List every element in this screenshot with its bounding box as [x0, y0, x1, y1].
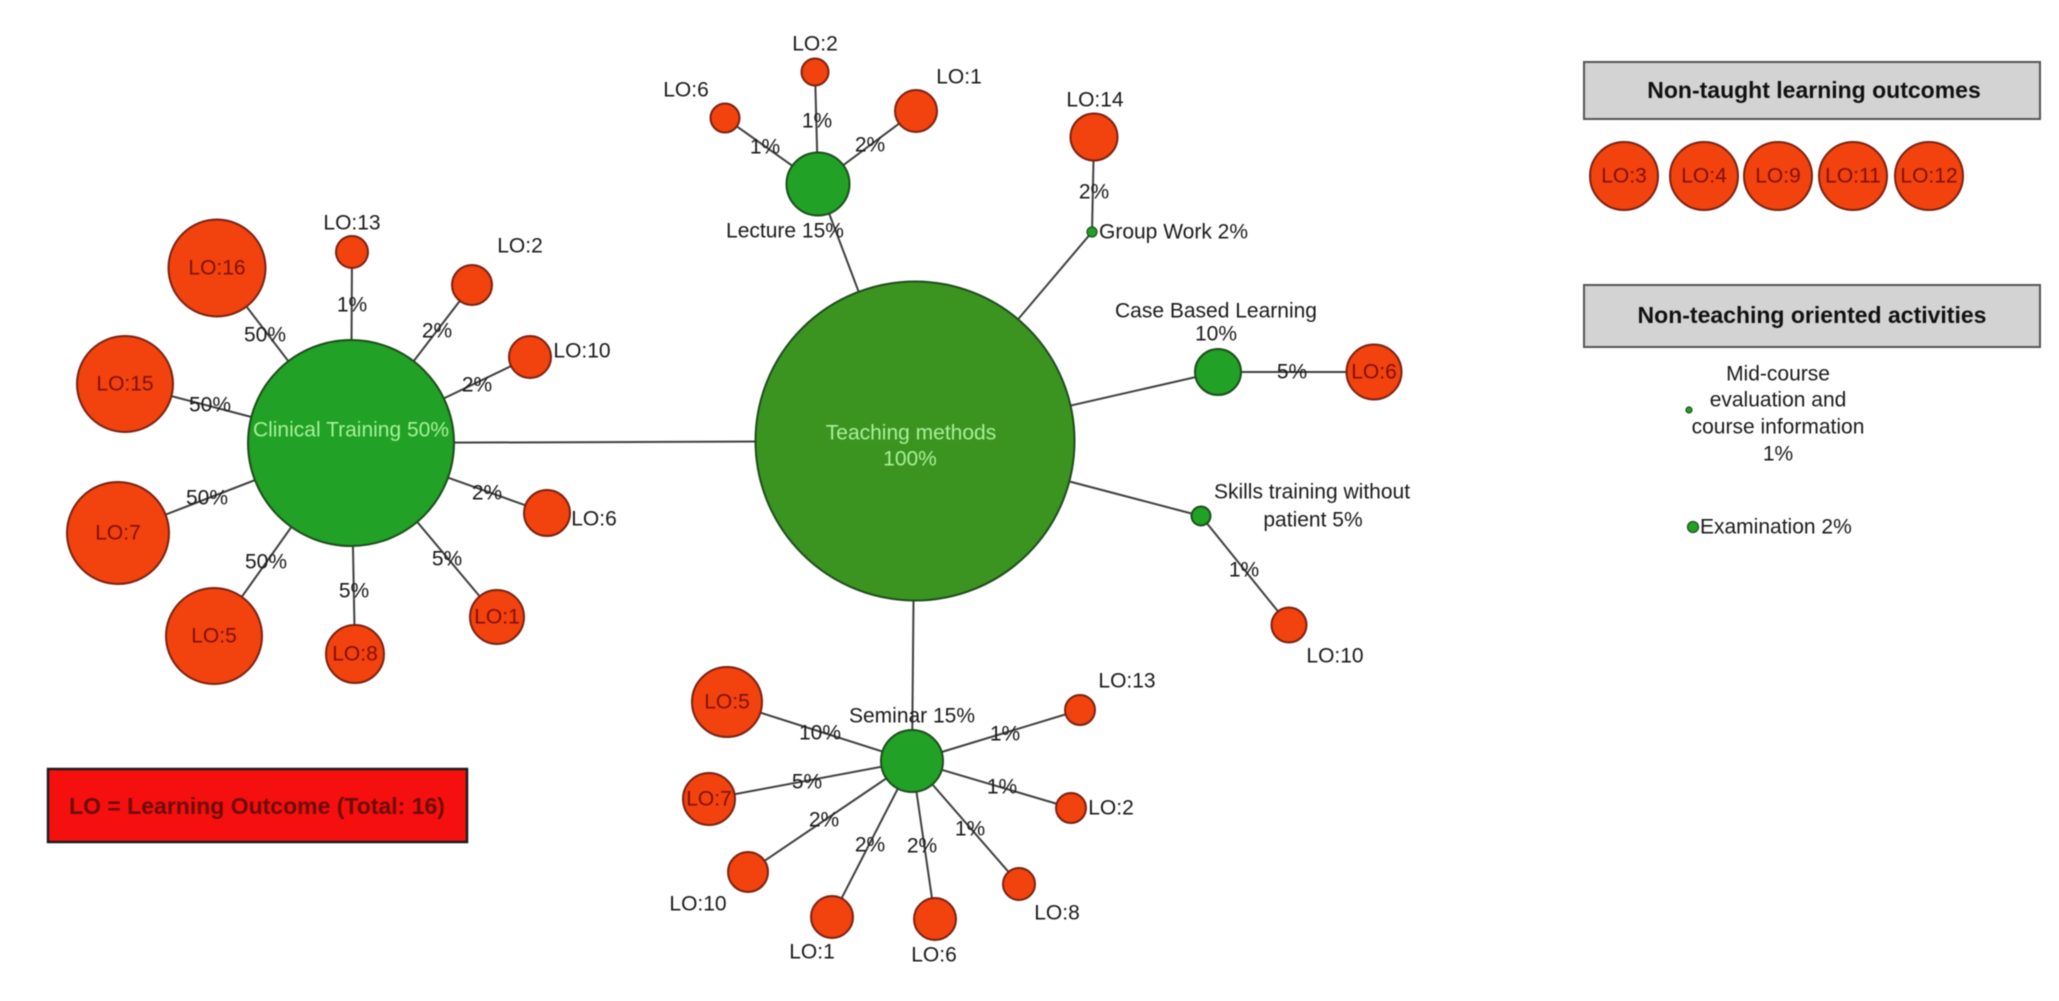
- svg-text:LO:4: LO:4: [1681, 165, 1727, 188]
- svg-text:LO:6: LO:6: [911, 944, 957, 967]
- svg-text:5%: 5%: [432, 548, 462, 571]
- svg-text:100%: 100%: [883, 448, 937, 471]
- svg-text:LO:5: LO:5: [704, 691, 750, 714]
- svg-text:LO:9: LO:9: [1755, 165, 1801, 188]
- svg-text:LO:5: LO:5: [191, 625, 237, 648]
- svg-text:1%: 1%: [802, 110, 832, 133]
- svg-text:50%: 50%: [186, 487, 228, 510]
- svg-text:5%: 5%: [339, 580, 369, 603]
- svg-text:LO:10: LO:10: [553, 340, 610, 363]
- svg-text:evaluation and: evaluation and: [1710, 389, 1847, 412]
- svg-text:Group Work 2%: Group Work 2%: [1099, 221, 1248, 244]
- svg-text:LO:6: LO:6: [571, 508, 617, 531]
- svg-text:Case Based Learning: Case Based Learning: [1115, 300, 1317, 323]
- svg-text:LO:8: LO:8: [1034, 902, 1080, 925]
- svg-text:2%: 2%: [907, 835, 937, 858]
- svg-text:LO:13: LO:13: [323, 212, 380, 235]
- svg-text:LO:3: LO:3: [1601, 165, 1647, 188]
- svg-text:LO:1: LO:1: [474, 606, 520, 629]
- svg-text:Lecture 15%: Lecture 15%: [726, 220, 844, 243]
- svg-text:LO:1: LO:1: [936, 66, 982, 89]
- svg-text:2%: 2%: [1079, 181, 1109, 204]
- svg-text:1%: 1%: [1763, 443, 1793, 466]
- svg-text:LO:6: LO:6: [1351, 361, 1397, 384]
- svg-text:Clinical Training 50%: Clinical Training 50%: [253, 419, 449, 442]
- svg-text:1%: 1%: [1229, 559, 1259, 582]
- svg-text:1%: 1%: [987, 776, 1017, 799]
- svg-text:10%: 10%: [799, 722, 841, 745]
- svg-text:Teaching methods: Teaching methods: [826, 422, 996, 445]
- svg-text:50%: 50%: [189, 394, 231, 417]
- svg-text:LO = Learning Outcome (Total:: LO = Learning Outcome (Total: 16): [69, 793, 445, 819]
- svg-text:LO:8: LO:8: [332, 643, 378, 666]
- svg-text:LO:1: LO:1: [789, 941, 835, 964]
- svg-text:LO:2: LO:2: [497, 235, 543, 258]
- svg-text:course information: course information: [1692, 416, 1865, 439]
- svg-text:LO:6: LO:6: [663, 79, 709, 102]
- svg-text:LO:14: LO:14: [1066, 89, 1124, 112]
- svg-text:LO:7: LO:7: [95, 522, 141, 545]
- svg-text:5%: 5%: [1277, 361, 1307, 384]
- svg-text:Non-teaching oriented activiti: Non-teaching oriented activities: [1638, 302, 1987, 328]
- svg-text:5%: 5%: [792, 771, 822, 794]
- svg-text:2%: 2%: [472, 482, 502, 505]
- svg-text:LO:15: LO:15: [96, 373, 153, 396]
- svg-text:1%: 1%: [955, 818, 985, 841]
- svg-text:2%: 2%: [422, 320, 452, 343]
- svg-text:LO:10: LO:10: [669, 893, 726, 916]
- svg-text:LO:13: LO:13: [1098, 670, 1155, 693]
- svg-text:Seminar 15%: Seminar 15%: [849, 705, 975, 728]
- svg-text:LO:10: LO:10: [1306, 645, 1363, 668]
- svg-text:LO:12: LO:12: [1900, 165, 1957, 188]
- svg-text:LO:11: LO:11: [1825, 165, 1881, 188]
- svg-text:2%: 2%: [809, 809, 839, 832]
- svg-text:2%: 2%: [462, 374, 492, 397]
- svg-text:1%: 1%: [990, 723, 1020, 746]
- svg-text:1%: 1%: [750, 136, 780, 159]
- svg-text:1%: 1%: [337, 294, 367, 317]
- svg-text:Mid-course: Mid-course: [1726, 363, 1830, 386]
- svg-text:LO:7: LO:7: [686, 788, 732, 811]
- svg-text:2%: 2%: [855, 834, 885, 857]
- svg-text:patient 5%: patient 5%: [1263, 509, 1362, 532]
- svg-text:50%: 50%: [244, 324, 286, 347]
- svg-text:Examination 2%: Examination 2%: [1700, 516, 1852, 539]
- svg-text:50%: 50%: [245, 551, 287, 574]
- svg-text:10%: 10%: [1195, 323, 1237, 346]
- svg-text:Skills training without: Skills training without: [1214, 481, 1410, 504]
- svg-text:Non-taught learning outcomes: Non-taught learning outcomes: [1647, 77, 1981, 103]
- svg-text:LO:2: LO:2: [792, 33, 838, 56]
- svg-text:LO:16: LO:16: [188, 257, 245, 280]
- svg-text:LO:2: LO:2: [1088, 797, 1134, 820]
- svg-text:2%: 2%: [855, 134, 885, 157]
